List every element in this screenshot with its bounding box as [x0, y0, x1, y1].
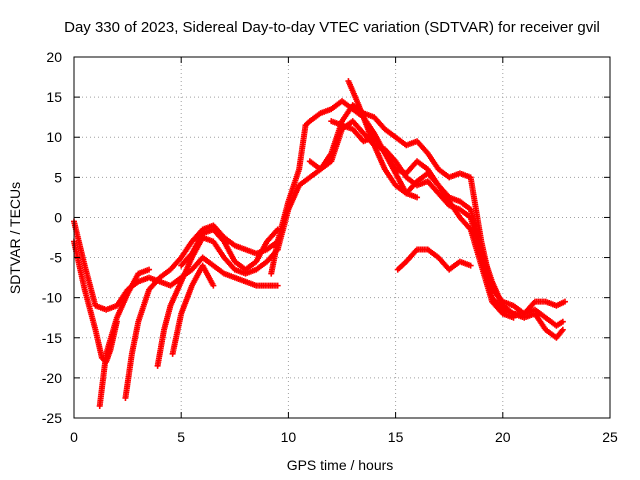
chart-title: Day 330 of 2023, Sidereal Day-to-day VTE… [64, 19, 600, 36]
y-tick-label: -10 [42, 290, 62, 306]
series-track-6 [169, 262, 217, 357]
axis-ticks: 0 5 10 15 20 25 -25 -20 -15 -10 -5 0 5 10 15 20 [42, 49, 618, 445]
data-point [467, 262, 474, 269]
x-axis-label: GPS time / hours [287, 457, 394, 473]
y-tick-label: -20 [42, 370, 62, 386]
x-tick-label: 15 [388, 429, 404, 445]
data-point [559, 326, 566, 333]
data-point [210, 282, 217, 289]
y-tick-label: -25 [42, 410, 62, 426]
y-tick-label: 20 [46, 49, 62, 65]
y-tick-label: -15 [42, 330, 62, 346]
x-tick-label: 10 [281, 429, 297, 445]
series-track-12 [328, 118, 517, 321]
data-point [146, 266, 153, 273]
data-point [414, 194, 421, 201]
series-track-3 [96, 266, 153, 409]
plot-frame [73, 56, 611, 419]
data-point [559, 318, 566, 325]
x-tick-label: 0 [70, 429, 78, 445]
data-point [510, 314, 517, 321]
data-marks [71, 78, 568, 409]
series-track-13 [394, 246, 474, 273]
x-tick-label: 20 [495, 429, 511, 445]
y-axis-label: SDTVAR / TECUs [7, 182, 23, 294]
data-point [561, 298, 568, 305]
series-track-7 [178, 226, 281, 273]
y-tick-label: -5 [50, 250, 63, 266]
x-tick-label: 5 [177, 429, 185, 445]
y-tick-label: 10 [46, 129, 62, 145]
data-point [274, 282, 281, 289]
y-tick-label: 15 [46, 89, 62, 105]
x-tick-label: 25 [602, 429, 618, 445]
y-tick-label: 0 [54, 209, 62, 225]
y-tick-label: 5 [54, 169, 62, 185]
